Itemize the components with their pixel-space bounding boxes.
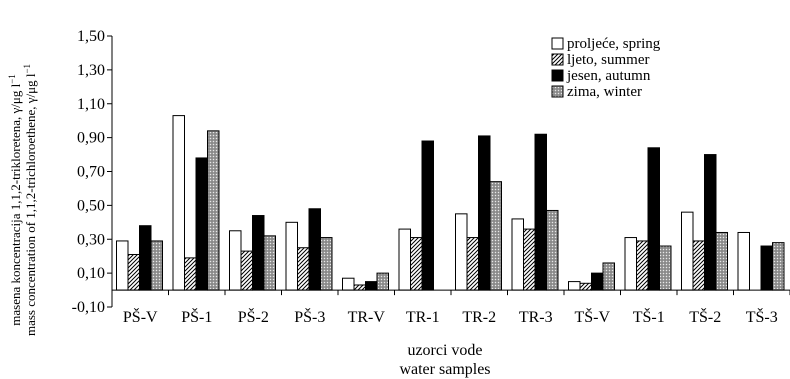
bar: [263, 235, 276, 291]
x-tick-label: TŠ-V: [574, 307, 610, 326]
y-tick-label: 0,10: [77, 265, 105, 282]
x-tick-label: TR-V: [348, 309, 386, 326]
bar: [568, 281, 581, 291]
y-tick-label: -0,10: [72, 299, 105, 316]
bar: [704, 154, 717, 291]
bar: [376, 272, 389, 291]
y-tick-label: 1,30: [77, 62, 105, 79]
legend-label: ljeto, summer: [567, 52, 650, 68]
y-axis-title-line-2: mass concentration of 1,1,2-trichloroeth…: [22, 64, 38, 336]
y-tick-label: 0,90: [77, 130, 105, 147]
bar: [342, 277, 355, 291]
bar: [172, 115, 185, 291]
bar: [647, 147, 660, 291]
y-axis-title: masena koncentracija 1,1,2-trikloretena,…: [7, 64, 38, 336]
y-tick-label: 1,50: [77, 28, 105, 45]
bar: [523, 228, 536, 291]
bar: [534, 133, 547, 291]
bar: [285, 221, 298, 291]
x-tick-label: PŠ-1: [181, 307, 212, 326]
bar: [602, 262, 615, 291]
bar: [150, 240, 163, 291]
bar: [240, 250, 253, 291]
bar: [546, 209, 559, 291]
bar: [636, 240, 649, 291]
bar: [760, 245, 773, 291]
y-tick-label: 1,10: [77, 96, 105, 113]
bar: [116, 240, 129, 291]
legend-swatch: [551, 69, 564, 82]
bar: [365, 281, 378, 291]
x-axis-title: uzorci vode water samples: [399, 342, 490, 378]
bar: [308, 208, 321, 291]
y-tick-label: 0,70: [77, 164, 105, 181]
bar: [511, 218, 524, 291]
x-tick-label: TŠ-1: [633, 307, 665, 326]
bar: [398, 228, 411, 291]
bar: [207, 130, 220, 291]
bar: [772, 242, 785, 291]
bar-series: [116, 115, 785, 291]
y-axis: -0,10 0,10 0,30 0,50 0,70 0,90 1,10 1,30 1,50: [72, 28, 112, 316]
bar: [478, 135, 491, 291]
x-axis-title-line-1: uzorci vode: [407, 342, 482, 359]
bar: [421, 140, 434, 291]
x-tick-label: PŠ-3: [294, 307, 325, 326]
x-tick-label: PŠ-V: [123, 307, 158, 326]
bar: [139, 225, 152, 291]
legend-label: proljeće, spring: [567, 36, 661, 52]
bar: [659, 245, 672, 291]
x-tick-label: TŠ-2: [689, 307, 721, 326]
y-tick-label: 0,50: [77, 197, 105, 214]
bar: [353, 284, 366, 291]
x-tick-label: TR-3: [519, 309, 553, 326]
legend-swatch: [551, 53, 564, 66]
y-axis-title-line-1: masena koncentracija 1,1,2-trikloretena,…: [7, 74, 23, 326]
x-tick-label: TR-2: [462, 309, 496, 326]
bar: [127, 253, 140, 291]
legend-swatch: [551, 85, 564, 98]
bar: [681, 211, 694, 291]
y-tick-label: 0,30: [77, 231, 105, 248]
legend-label: jesen, autumn: [566, 68, 651, 84]
bar: [252, 215, 265, 291]
bar: [297, 247, 310, 291]
x-tick-label: TŠ-3: [746, 307, 778, 326]
bar: [229, 230, 242, 291]
bar: [737, 231, 750, 291]
bar: [320, 237, 333, 291]
bar: [591, 272, 604, 291]
bar: [489, 181, 502, 291]
x-axis: PŠ-V PŠ-1 PŠ-2 PŠ-3 TR-V TR-1 TR-2 TR-3 TŠ-V TŠ-1…: [111, 290, 790, 326]
bar: [579, 282, 592, 291]
bar: [184, 257, 197, 291]
bar: [410, 237, 423, 291]
x-axis-title-line-2: water samples: [399, 361, 490, 378]
bar: [195, 157, 208, 291]
x-tick-label: PŠ-2: [238, 307, 269, 326]
bar: [692, 240, 705, 291]
bar: [466, 237, 479, 291]
bar: [624, 237, 637, 291]
bar: [455, 213, 468, 291]
bar: [715, 231, 728, 291]
legend-label: zima, winter: [567, 84, 642, 100]
x-tick-label: TR-1: [406, 309, 440, 326]
legend-swatch: [551, 37, 564, 50]
